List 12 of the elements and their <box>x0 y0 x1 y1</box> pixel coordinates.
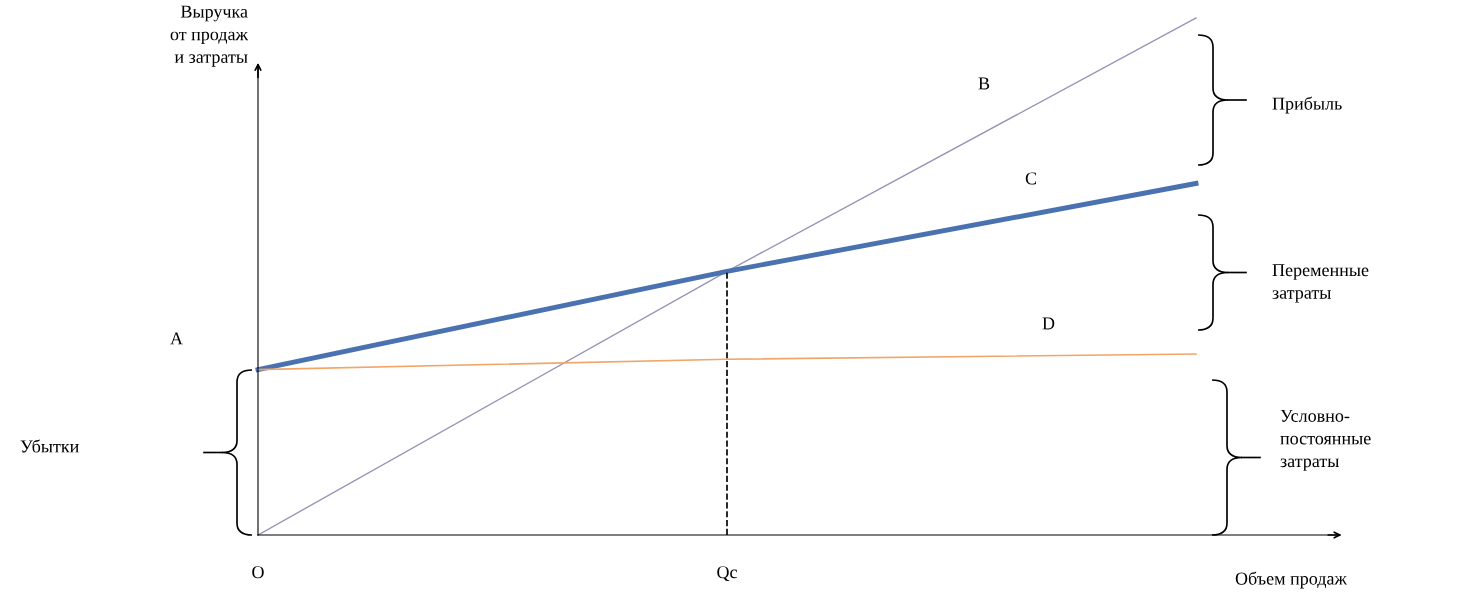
y-axis-title: Выручка от продаж и затраты <box>170 5 249 67</box>
annotation: D <box>1042 317 1055 330</box>
x-axis-title: Объем продаж <box>1235 571 1348 589</box>
annotation: Переменные затраты <box>1272 264 1369 303</box>
annotation: Условно- постоянные затраты <box>1280 409 1371 471</box>
text: Убытки <box>20 439 79 453</box>
annotation: Прибыль <box>1272 96 1342 114</box>
annotation: B <box>978 77 990 90</box>
text: A <box>170 332 183 345</box>
x-tick-label: Qc <box>717 566 737 582</box>
x-tick-label: O <box>252 566 264 579</box>
annotation: C <box>1025 172 1037 185</box>
